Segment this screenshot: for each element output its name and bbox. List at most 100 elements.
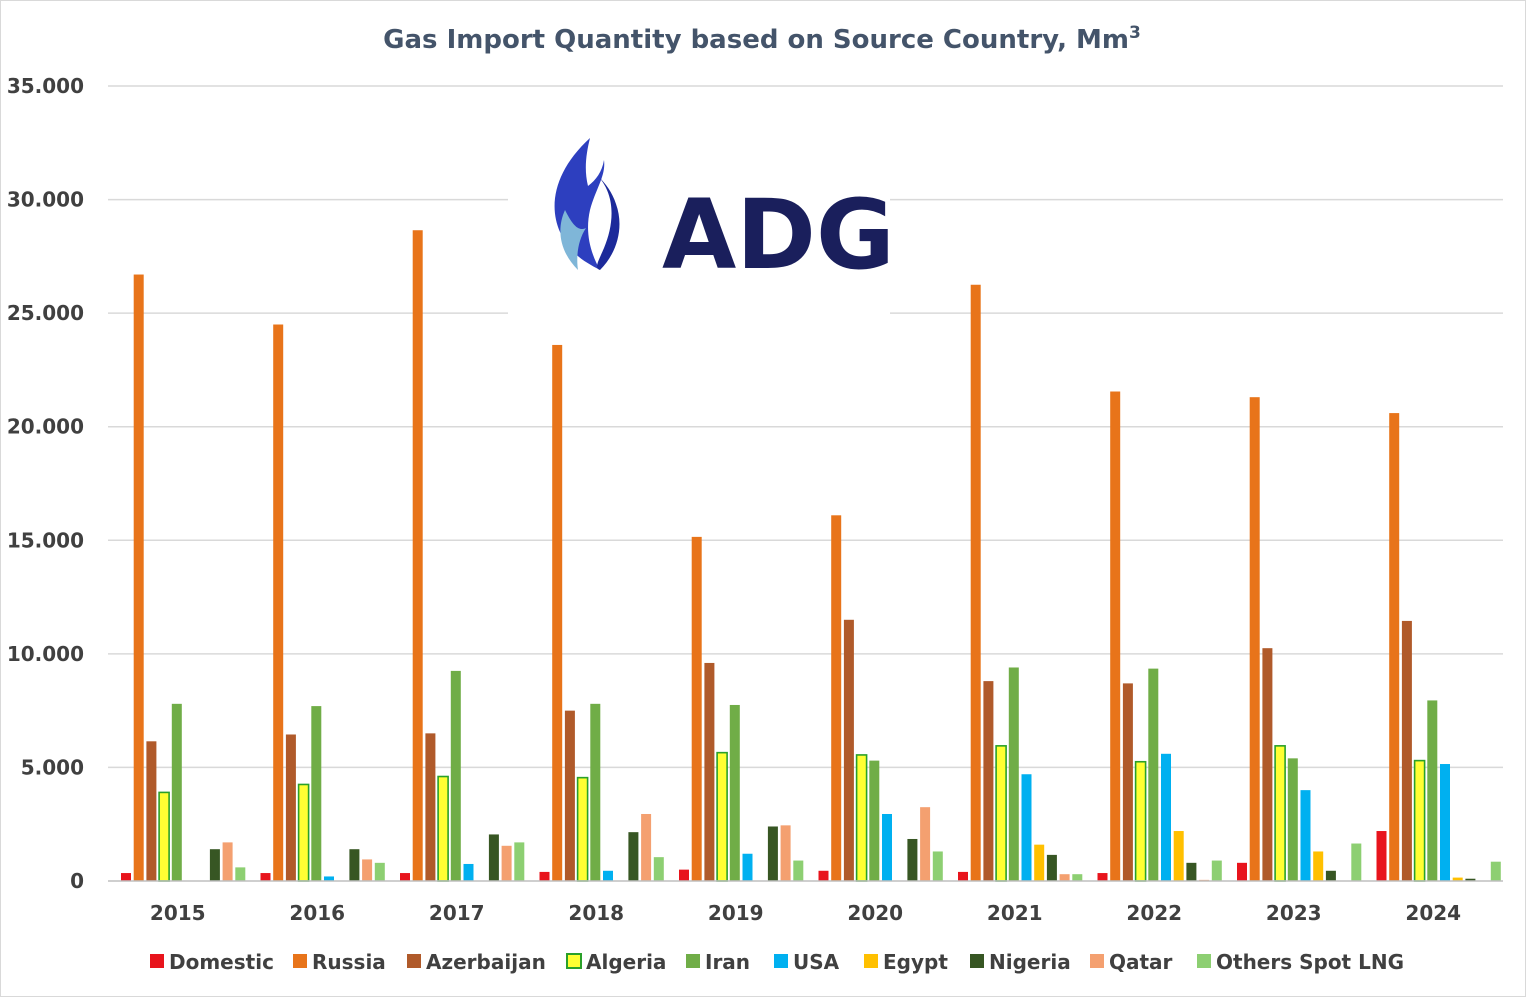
bar-domestic-2021 [958, 871, 968, 881]
bar-usa-2020 [882, 813, 892, 881]
bar-domestic-2018 [539, 871, 550, 881]
y-tick-label: 35.000 [7, 74, 84, 98]
bar-russia-2021 [970, 284, 981, 881]
x-tick-label: 2021 [987, 901, 1043, 925]
bar-azerbaijan-2024 [1401, 620, 1412, 881]
x-tick-label: 2017 [429, 901, 485, 925]
legend-label: Nigeria [989, 950, 1071, 974]
y-tick-label: 5.000 [21, 755, 84, 779]
bar-nigeria-2024 [1465, 878, 1476, 881]
bar-domestic-2024 [1376, 831, 1387, 881]
bar-domestic-2019 [679, 869, 689, 881]
bar-nigeria-2015 [209, 849, 220, 881]
bar-algeria-2015 [158, 791, 170, 882]
bar-usa-2022 [1161, 753, 1171, 881]
bar-others-spot-lng-2016 [374, 862, 385, 881]
bar-egypt-2021 [1034, 844, 1045, 881]
bars [121, 230, 1501, 882]
legend-swatch [150, 954, 164, 968]
bar-others-spot-lng-2024 [1490, 861, 1501, 881]
bar-usa-2021 [1021, 774, 1032, 881]
bar-usa-2017 [463, 863, 474, 881]
legend-swatch [864, 954, 878, 968]
bar-iran-2021 [1008, 667, 1019, 881]
legend-swatch [774, 954, 788, 968]
bar-russia-2016 [273, 324, 284, 881]
bar-usa-2024 [1440, 764, 1450, 881]
bar-iran-2022 [1148, 668, 1159, 881]
x-tick-label: 2024 [1405, 901, 1461, 925]
bar-nigeria-2020 [907, 838, 918, 881]
bar-azerbaijan-2015 [146, 741, 157, 881]
bar-others-spot-lng-2018 [653, 857, 664, 881]
bar-russia-2022 [1110, 391, 1121, 881]
bar-russia-2017 [412, 230, 423, 881]
bar-egypt-2024 [1452, 877, 1463, 881]
bar-algeria-2021 [995, 745, 1007, 882]
bar-egypt-2023 [1313, 851, 1324, 881]
bar-domestic-2015 [121, 873, 131, 881]
legend-swatch [293, 954, 307, 968]
bar-iran-2017 [450, 670, 461, 881]
bar-nigeria-2021 [1046, 854, 1057, 881]
y-tick-label: 20.000 [7, 415, 84, 439]
x-tick-label: 2019 [708, 901, 764, 925]
x-tick-label: 2016 [289, 901, 345, 925]
legend-label: Iran [705, 950, 750, 974]
bar-egypt-2022 [1173, 831, 1184, 881]
x-tick-label: 2018 [568, 901, 624, 925]
legend-label: Algeria [586, 950, 666, 974]
bar-azerbaijan-2023 [1262, 648, 1273, 881]
bar-azerbaijan-2018 [564, 710, 575, 881]
bar-azerbaijan-2016 [285, 734, 296, 881]
x-tick-label: 2020 [847, 901, 903, 925]
bar-iran-2024 [1427, 700, 1438, 881]
bar-nigeria-2017 [488, 834, 499, 881]
bar-domestic-2017 [400, 873, 410, 881]
bar-iran-2023 [1287, 758, 1298, 881]
bar-algeria-2023 [1274, 745, 1286, 882]
bar-russia-2023 [1249, 397, 1260, 881]
y-tick-label: 30.000 [7, 188, 84, 212]
bar-algeria-2022 [1134, 760, 1147, 882]
bar-russia-2018 [552, 344, 563, 881]
legend-swatch [686, 954, 700, 968]
legend-swatch [566, 953, 582, 969]
flame-icon [554, 138, 620, 270]
chart-title-superscript: 3 [1129, 23, 1141, 43]
bar-qatar-2016 [362, 859, 373, 881]
bar-azerbaijan-2022 [1122, 683, 1133, 881]
bar-qatar-2019 [780, 825, 791, 881]
bar-others-spot-lng-2023 [1351, 843, 1362, 881]
bar-domestic-2023 [1237, 862, 1247, 881]
legend: Domestic Russia Azerbaijan Algeria Iran USA Eg… [150, 950, 1404, 974]
legend-swatch [407, 954, 421, 968]
y-axis-tick-labels: 0 5.000 10.000 15.000 20.000 25.000 30.000 35.0… [7, 74, 84, 893]
adg-logo: ADG [508, 108, 895, 320]
bar-usa-2023 [1300, 790, 1311, 881]
bar-iran-2020 [869, 760, 880, 881]
bar-iran-2018 [590, 703, 601, 881]
y-tick-label: 25.000 [7, 301, 84, 325]
bar-algeria-2016 [297, 783, 310, 882]
bar-others-spot-lng-2017 [514, 842, 525, 881]
legend-label: Others Spot LNG [1216, 950, 1404, 974]
bar-domestic-2022 [1097, 873, 1108, 881]
bar-nigeria-2016 [349, 849, 360, 881]
x-tick-label: 2022 [1126, 901, 1182, 925]
bar-usa-2019 [742, 853, 753, 881]
bar-others-spot-lng-2021 [1072, 874, 1083, 881]
bar-nigeria-2018 [628, 832, 639, 881]
bar-nigeria-2019 [767, 826, 778, 881]
bar-iran-2015 [171, 703, 182, 881]
y-tick-label: 15.000 [7, 528, 84, 552]
bar-algeria-2017 [437, 775, 449, 882]
bar-russia-2015 [133, 274, 144, 881]
legend-label: Azerbaijan [426, 950, 546, 974]
bar-qatar-2021 [1059, 874, 1070, 881]
legend-label: USA [793, 950, 840, 974]
x-tick-label: 2015 [150, 901, 206, 925]
bar-others-spot-lng-2022 [1211, 860, 1222, 881]
legend-swatch [970, 954, 984, 968]
bar-qatar-2020 [920, 807, 931, 881]
